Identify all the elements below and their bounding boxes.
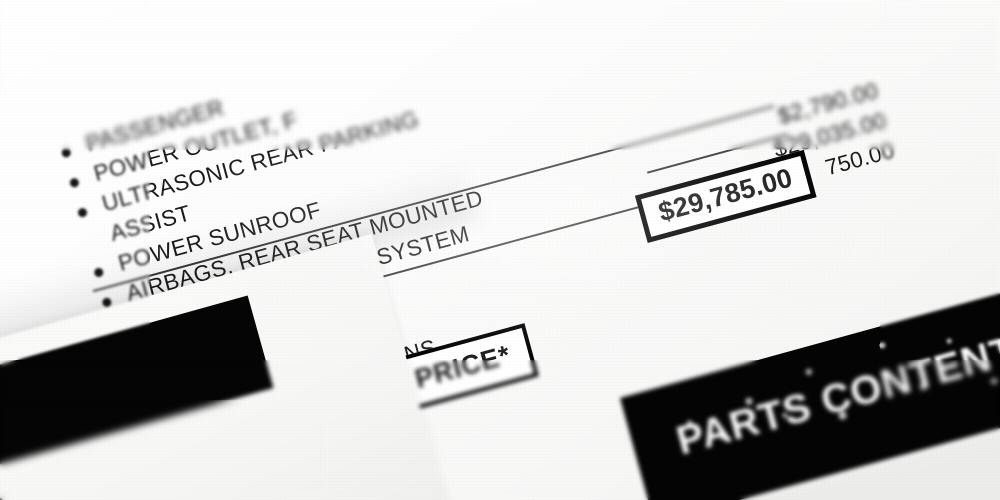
bullet-icon: [68, 177, 80, 189]
bullet-icon: [76, 207, 89, 219]
foreground-black-band: [0, 295, 274, 500]
bullet-icon: [60, 147, 72, 159]
suggested-retail-price-label: GESTED RETAIL PRICE: [0, 493, 11, 500]
bullet-icon: [93, 266, 105, 279]
